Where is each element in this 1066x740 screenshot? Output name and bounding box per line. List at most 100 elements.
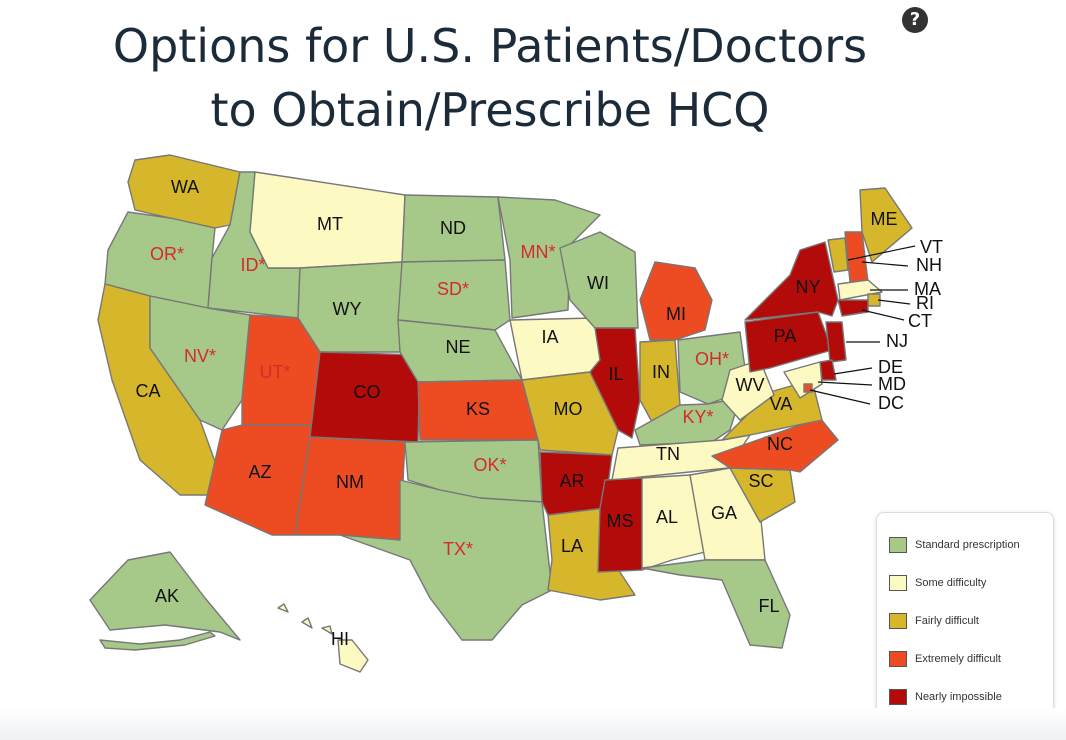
state-label-co: CO xyxy=(354,382,381,402)
legend-swatch-impossible xyxy=(889,689,907,705)
state-label-al: AL xyxy=(656,507,678,527)
legend-item-impossible[interactable]: Nearly impossible xyxy=(889,687,1002,707)
map-title-line2: to Obtain/Prescribe HCQ xyxy=(210,83,770,137)
state-label-nv: NV* xyxy=(184,346,216,366)
island-shape xyxy=(321,625,333,635)
leader-line-dc xyxy=(809,389,871,405)
question-circle-icon[interactable]: ? xyxy=(902,7,928,33)
state-label-ak: AK xyxy=(155,586,179,606)
island-shape xyxy=(99,631,216,651)
legend-label-standard: Standard prescription xyxy=(915,539,1020,551)
state-label-az: AZ xyxy=(248,462,271,482)
legend-swatch-extreme xyxy=(889,651,907,667)
state-shape-sd[interactable] xyxy=(397,259,511,331)
state-label-la: LA xyxy=(561,536,583,556)
state-label-ri: RI xyxy=(916,293,934,313)
state-label-wv: WV xyxy=(736,375,765,395)
state-label-ne: NE xyxy=(445,337,470,357)
state-shape-il[interactable] xyxy=(589,327,641,439)
state-shape-ak[interactable] xyxy=(89,551,241,641)
state-label-pa: PA xyxy=(774,326,797,346)
state-label-ks: KS xyxy=(466,399,490,419)
state-label-mt: MT xyxy=(317,214,343,234)
state-label-mn: MN* xyxy=(521,242,556,262)
state-label-wa: WA xyxy=(171,177,199,197)
state-label-ms: MS xyxy=(607,511,634,531)
legend-item-standard[interactable]: Standard prescription xyxy=(889,535,1020,555)
legend-label-some: Some difficulty xyxy=(915,577,987,589)
leader-line-vt xyxy=(847,245,916,261)
state-label-sc: SC xyxy=(748,471,773,491)
legend-item-some[interactable]: Some difficulty xyxy=(889,573,986,593)
state-label-nh: NH xyxy=(916,255,942,275)
state-label-md: MD xyxy=(878,374,906,394)
state-label-hi: HI xyxy=(331,629,349,649)
leader-line-ri xyxy=(877,299,911,305)
legend-label-impossible: Nearly impossible xyxy=(915,691,1002,703)
legend: Standard prescription Some difficulty Fair… xyxy=(876,512,1054,736)
state-label-ky: KY* xyxy=(682,407,713,427)
state-label-vt: VT xyxy=(920,237,943,257)
map-title-line1: Options for U.S. Patients/Doctors xyxy=(112,19,868,73)
island-shape xyxy=(301,617,313,629)
leader-line-de xyxy=(833,367,873,375)
state-label-ny: NY xyxy=(795,277,820,297)
state-label-wi: WI xyxy=(587,273,609,293)
state-label-ut: UT* xyxy=(260,362,291,382)
state-label-ga: GA xyxy=(711,503,737,523)
state-shape-ma[interactable] xyxy=(837,279,883,301)
state-label-il: IL xyxy=(608,364,623,384)
state-label-nj: NJ xyxy=(886,331,908,351)
state-label-in: IN xyxy=(652,362,670,382)
state-shape-mi[interactable] xyxy=(639,261,713,341)
state-label-fl: FL xyxy=(758,596,779,616)
state-label-or: OR* xyxy=(150,244,184,264)
state-label-de: DE xyxy=(878,357,903,377)
state-label-nc: NC xyxy=(767,434,793,454)
state-label-ia: IA xyxy=(541,327,558,347)
state-label-me: ME xyxy=(871,209,898,229)
state-label-tn: TN xyxy=(656,444,680,464)
state-label-ar: AR xyxy=(559,471,584,491)
state-shape-vt[interactable] xyxy=(827,237,849,273)
state-shape-tx[interactable] xyxy=(339,479,553,641)
state-shape-ct[interactable] xyxy=(837,299,869,317)
page-bottom-fade xyxy=(0,708,1066,740)
leader-line-ct xyxy=(861,309,905,321)
legend-swatch-some xyxy=(889,575,907,591)
state-label-ma: MA xyxy=(914,279,941,299)
legend-item-fairly[interactable]: Fairly difficult xyxy=(889,611,979,631)
state-label-ca: CA xyxy=(135,381,160,401)
state-label-va: VA xyxy=(770,394,793,414)
state-label-oh: OH* xyxy=(695,349,729,369)
island-shape xyxy=(277,603,289,613)
legend-item-extreme[interactable]: Extremely difficult xyxy=(889,649,1001,669)
state-shape-ny[interactable] xyxy=(744,241,839,321)
leader-line-md xyxy=(817,381,873,386)
state-label-mo: MO xyxy=(554,399,583,419)
state-shape-fl[interactable] xyxy=(641,559,791,649)
state-shape-ms[interactable] xyxy=(597,477,643,573)
state-shape-wi[interactable] xyxy=(559,231,639,329)
state-shape-al[interactable] xyxy=(641,474,706,571)
legend-swatch-standard xyxy=(889,537,907,553)
state-label-mi: MI xyxy=(666,304,686,324)
state-label-tx: TX* xyxy=(443,539,473,559)
state-shape-nj[interactable] xyxy=(825,321,847,363)
legend-label-fairly: Fairly difficult xyxy=(915,615,979,627)
legend-label-extreme: Extremely difficult xyxy=(915,653,1001,665)
legend-swatch-fairly xyxy=(889,613,907,629)
state-label-id: ID* xyxy=(240,255,265,275)
state-label-ok: OK* xyxy=(473,455,506,475)
state-shape-de[interactable] xyxy=(819,359,837,381)
leader-line-nh xyxy=(861,261,909,267)
map-title: Options for U.S. Patients/Doctors to Obt… xyxy=(40,14,940,142)
state-shape-wy[interactable] xyxy=(297,261,403,353)
state-label-ct: CT xyxy=(908,311,932,331)
state-label-dc: DC xyxy=(878,393,904,413)
state-shape-hi[interactable] xyxy=(337,639,369,673)
state-shape-nv[interactable] xyxy=(149,295,251,431)
state-label-sd: SD* xyxy=(437,279,469,299)
state-shape-me[interactable] xyxy=(859,187,913,263)
